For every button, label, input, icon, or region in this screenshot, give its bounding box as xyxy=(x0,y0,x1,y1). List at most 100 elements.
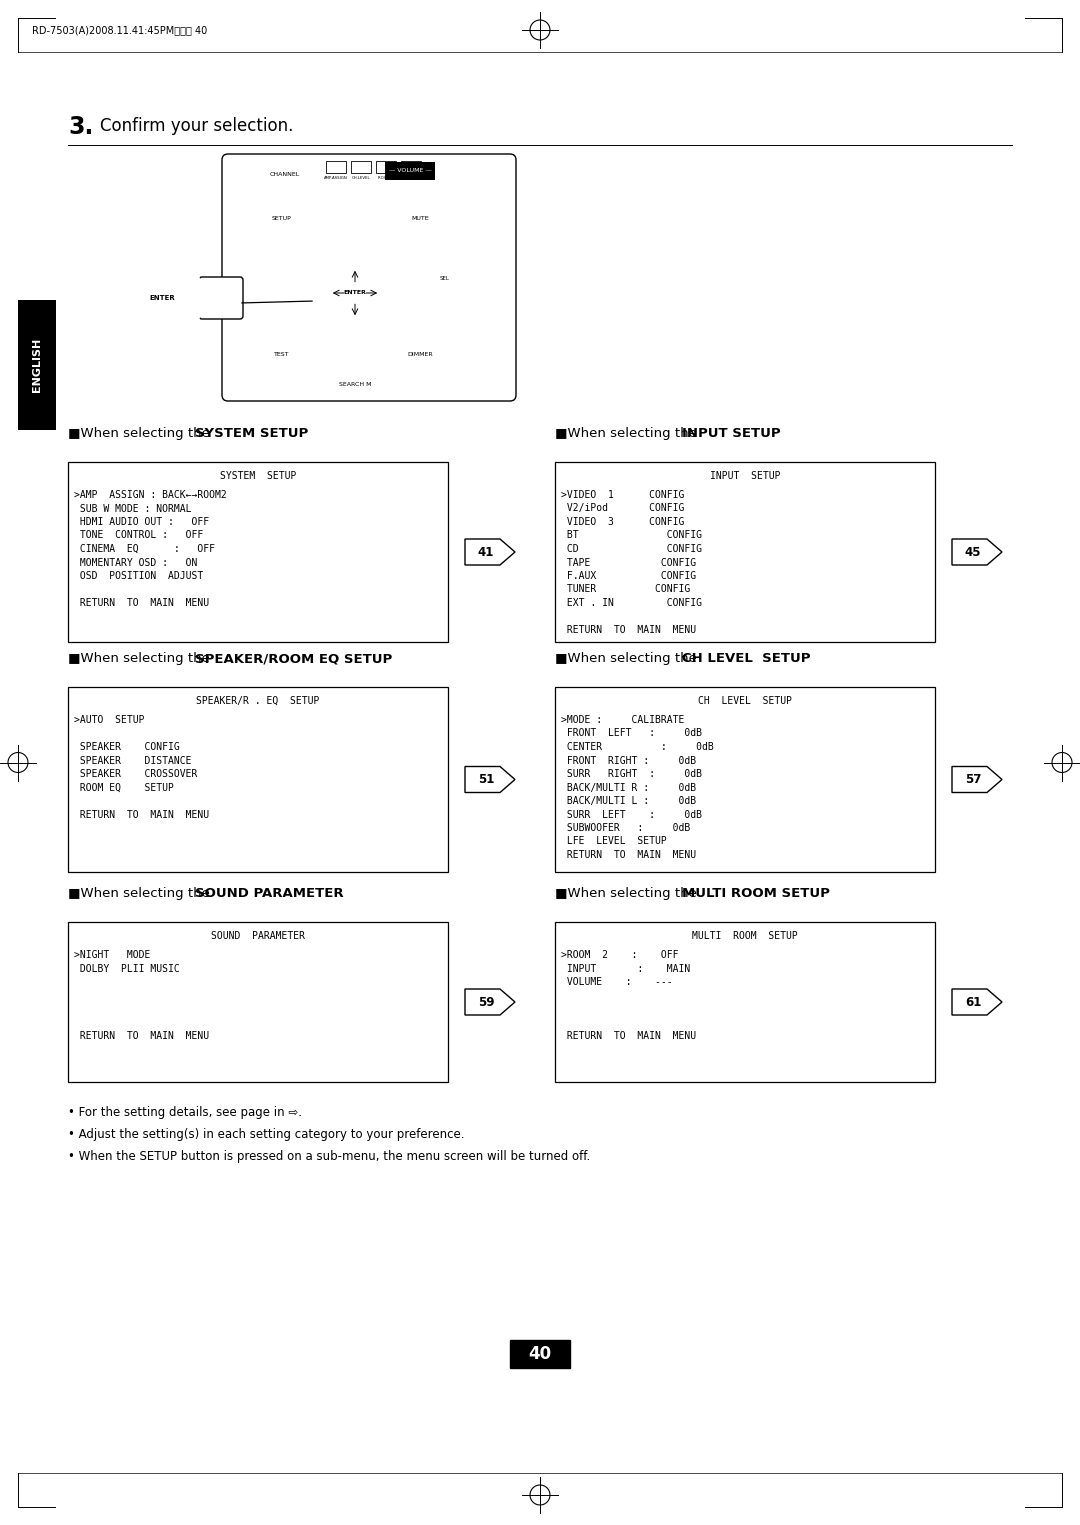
Polygon shape xyxy=(465,990,515,1016)
Text: ENTER: ENTER xyxy=(343,290,366,296)
Text: SURR   RIGHT  :     0dB: SURR RIGHT : 0dB xyxy=(561,769,702,779)
Text: >ROOM  2    :    OFF: >ROOM 2 : OFF xyxy=(561,950,678,961)
Polygon shape xyxy=(465,767,515,793)
Text: CH.LEVEL: CH.LEVEL xyxy=(352,175,370,180)
Text: CENTER          :     0dB: CENTER : 0dB xyxy=(561,743,714,752)
Text: CH  LEVEL  SETUP: CH LEVEL SETUP xyxy=(698,695,792,706)
Text: BACK/MULTI R :     0dB: BACK/MULTI R : 0dB xyxy=(561,782,697,793)
Text: TUNER          CONFIG: TUNER CONFIG xyxy=(561,584,690,595)
Text: INPUT  SETUP: INPUT SETUP xyxy=(710,471,780,480)
Text: • When the SETUP button is pressed on a sub-menu, the menu screen will be turned: • When the SETUP button is pressed on a … xyxy=(68,1150,591,1164)
FancyBboxPatch shape xyxy=(510,1340,570,1368)
FancyBboxPatch shape xyxy=(18,300,56,430)
Text: CHANNEL: CHANNEL xyxy=(270,172,300,177)
Text: HDMI AUDIO OUT :   OFF: HDMI AUDIO OUT : OFF xyxy=(75,517,210,528)
Text: AMP.ASSIGN: AMP.ASSIGN xyxy=(324,175,348,180)
Text: FRONT  LEFT   :     0dB: FRONT LEFT : 0dB xyxy=(561,729,702,738)
Text: 57: 57 xyxy=(964,773,982,785)
Text: SPEAKER/R . EQ  SETUP: SPEAKER/R . EQ SETUP xyxy=(197,695,320,706)
Text: SURR  LEFT    :     0dB: SURR LEFT : 0dB xyxy=(561,810,702,819)
Text: 40: 40 xyxy=(528,1345,552,1363)
Circle shape xyxy=(408,221,432,246)
Circle shape xyxy=(270,355,294,380)
FancyBboxPatch shape xyxy=(555,923,935,1083)
Text: CINEMA  EQ      :   OFF: CINEMA EQ : OFF xyxy=(75,544,215,554)
Text: >AMP  ASSIGN : BACK←→ROOM2: >AMP ASSIGN : BACK←→ROOM2 xyxy=(75,490,227,500)
Text: >AUTO  SETUP: >AUTO SETUP xyxy=(75,715,145,724)
Text: Confirm your selection.: Confirm your selection. xyxy=(100,117,294,136)
FancyBboxPatch shape xyxy=(555,686,935,872)
Text: DOLBY  PLII MUSIC: DOLBY PLII MUSIC xyxy=(75,964,179,973)
Text: SYSTEM  SETUP: SYSTEM SETUP xyxy=(220,471,296,480)
Text: ■When selecting the: ■When selecting the xyxy=(555,653,701,665)
Text: TAPE            CONFIG: TAPE CONFIG xyxy=(561,558,697,567)
Text: ■When selecting the: ■When selecting the xyxy=(68,427,214,441)
Text: RETURN  TO  MAIN  MENU: RETURN TO MAIN MENU xyxy=(75,1031,210,1042)
Text: RETURN  TO  MAIN  MENU: RETURN TO MAIN MENU xyxy=(561,849,697,860)
FancyBboxPatch shape xyxy=(199,278,243,319)
Text: VIDEO  3      CONFIG: VIDEO 3 CONFIG xyxy=(561,517,685,528)
Text: SEARCH M: SEARCH M xyxy=(339,381,372,386)
Text: CH LEVEL  SETUP: CH LEVEL SETUP xyxy=(681,653,810,665)
Polygon shape xyxy=(951,767,1002,793)
Text: ENTER: ENTER xyxy=(149,294,175,300)
FancyBboxPatch shape xyxy=(555,462,935,642)
Text: SPEAKER    DISTANCE: SPEAKER DISTANCE xyxy=(75,755,191,766)
Text: SOUND  PARAMETER: SOUND PARAMETER xyxy=(211,930,305,941)
Text: — VOLUME —: — VOLUME — xyxy=(391,168,429,174)
Text: V2/iPod       CONFIG: V2/iPod CONFIG xyxy=(561,503,685,514)
Text: INPUT SETUP: INPUT SETUP xyxy=(681,427,781,441)
Text: SETUP: SETUP xyxy=(272,215,292,221)
Text: TONE  CONTROL :   OFF: TONE CONTROL : OFF xyxy=(75,531,203,540)
Text: ■When selecting the: ■When selecting the xyxy=(555,888,701,900)
FancyBboxPatch shape xyxy=(376,162,396,172)
Circle shape xyxy=(280,185,300,204)
Text: INPUT: INPUT xyxy=(405,175,417,180)
Text: MOMENTARY OSD :   ON: MOMENTARY OSD : ON xyxy=(75,558,198,567)
Circle shape xyxy=(434,282,456,303)
Circle shape xyxy=(120,256,204,340)
Text: MUTE: MUTE xyxy=(411,215,429,221)
Text: SUB W MODE : NORMAL: SUB W MODE : NORMAL xyxy=(75,503,191,514)
Circle shape xyxy=(342,355,368,381)
Text: >VIDEO  1      CONFIG: >VIDEO 1 CONFIG xyxy=(561,490,685,500)
Circle shape xyxy=(270,221,294,246)
Polygon shape xyxy=(951,990,1002,1016)
Circle shape xyxy=(138,274,186,322)
Text: TEST: TEST xyxy=(274,351,289,357)
Text: SYSTEM SETUP: SYSTEM SETUP xyxy=(195,427,308,441)
Circle shape xyxy=(408,355,432,380)
Polygon shape xyxy=(951,538,1002,564)
Polygon shape xyxy=(465,538,515,564)
Text: 59: 59 xyxy=(477,996,495,1008)
Text: >MODE :     CALIBRATE: >MODE : CALIBRATE xyxy=(561,715,685,724)
FancyBboxPatch shape xyxy=(68,462,448,642)
Text: 3.: 3. xyxy=(68,114,93,139)
FancyBboxPatch shape xyxy=(222,154,516,401)
Text: F.AUX           CONFIG: F.AUX CONFIG xyxy=(561,570,697,581)
Text: SPEAKER    CONFIG: SPEAKER CONFIG xyxy=(75,743,179,752)
FancyBboxPatch shape xyxy=(68,686,448,872)
Circle shape xyxy=(318,255,393,331)
Text: SOUND PARAMETER: SOUND PARAMETER xyxy=(195,888,343,900)
Text: RETURN  TO  MAIN  MENU: RETURN TO MAIN MENU xyxy=(75,810,210,819)
Text: CD               CONFIG: CD CONFIG xyxy=(561,544,702,554)
Text: 61: 61 xyxy=(964,996,982,1008)
Text: ■When selecting the: ■When selecting the xyxy=(68,888,214,900)
Text: MULTI ROOM SETUP: MULTI ROOM SETUP xyxy=(681,888,829,900)
Text: ROOM 2: ROOM 2 xyxy=(378,175,394,180)
Text: — VOLUME —: — VOLUME — xyxy=(389,168,431,174)
Text: SPEAKER/ROOM EQ SETUP: SPEAKER/ROOM EQ SETUP xyxy=(195,653,392,665)
Text: INPUT       :    MAIN: INPUT : MAIN xyxy=(561,964,690,973)
Text: BACK/MULTI L :     0dB: BACK/MULTI L : 0dB xyxy=(561,796,697,807)
Text: OSD  POSITION  ADJUST: OSD POSITION ADJUST xyxy=(75,570,203,581)
Text: VOLUME    :    ---: VOLUME : --- xyxy=(561,978,673,987)
Text: ■When selecting the: ■When selecting the xyxy=(68,653,214,665)
Text: 45: 45 xyxy=(964,546,982,558)
Text: DIMMER: DIMMER xyxy=(407,351,433,357)
Text: 51: 51 xyxy=(477,773,495,785)
Text: >NIGHT   MODE: >NIGHT MODE xyxy=(75,950,150,961)
Text: MULTI  ROOM  SETUP: MULTI ROOM SETUP xyxy=(692,930,798,941)
Text: SUBWOOFER   :     0dB: SUBWOOFER : 0dB xyxy=(561,824,690,833)
Text: RETURN  TO  MAIN  MENU: RETURN TO MAIN MENU xyxy=(561,1031,697,1042)
